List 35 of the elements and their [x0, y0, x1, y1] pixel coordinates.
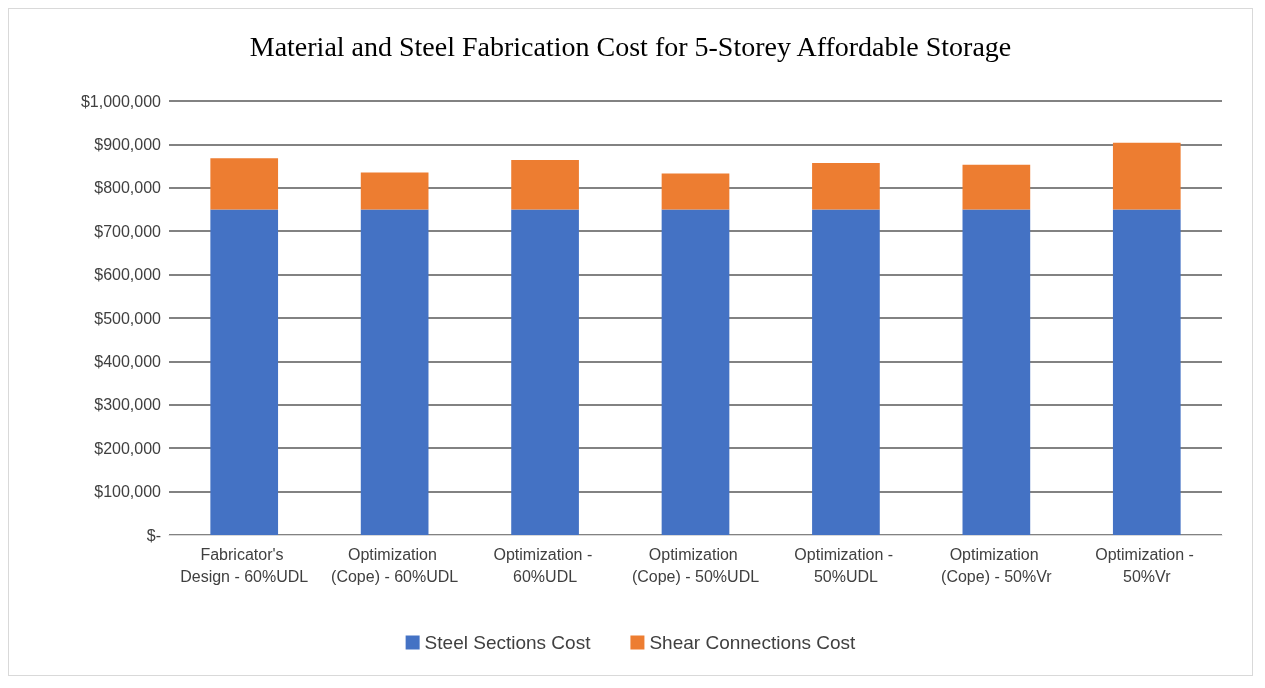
bar: [1112, 142, 1181, 210]
y-tick-label: $300,000: [94, 396, 162, 414]
x-tick-label: Optimization - 50%Vr: [1095, 545, 1199, 585]
x-tick-label: Optimization (Cope) - 50%UDL: [631, 545, 760, 585]
bar: [812, 163, 880, 210]
y-tick-label: $900,000: [94, 135, 162, 153]
y-tick-label: $700,000: [94, 222, 162, 240]
y-tick-label: $400,000: [94, 352, 162, 370]
legend-label: Steel Sections Cost: [424, 632, 592, 653]
bar: [661, 173, 730, 210]
bar: [962, 209, 1031, 535]
y-tick-label: $500,000: [94, 309, 162, 327]
bar: [210, 158, 279, 210]
y-tick-label: $-: [146, 526, 161, 544]
x-tick-label: Optimization (Cope) - 50%Vr: [941, 545, 1053, 585]
bar: [210, 209, 279, 535]
bar: [511, 160, 579, 210]
y-tick-label: $800,000: [94, 179, 162, 197]
y-tick-label: $200,000: [94, 439, 162, 457]
bar: [511, 209, 579, 535]
y-tick-label: $1,000,000: [80, 92, 162, 110]
y-tick-label: $600,000: [94, 266, 162, 284]
y-tick-label: $100,000: [94, 483, 162, 501]
x-tick-label: Optimization (Cope) - 60%UDL: [331, 545, 459, 585]
bar: [962, 164, 1031, 210]
x-tick-label: Optimization - 50%UDL: [794, 545, 898, 585]
bar: [661, 209, 730, 535]
bar: [1112, 209, 1181, 535]
legend-label: Shear Connections Cost: [649, 632, 857, 653]
bar: [812, 209, 880, 535]
bar: [360, 209, 429, 535]
x-tick-label: Fabricator's Design - 60%UDL: [180, 545, 309, 585]
bar: [360, 172, 429, 210]
x-tick-label: Optimization - 60%UDL: [493, 545, 597, 585]
chart-title: Material and Steel Fabrication Cost for 5-Storey Affordable Storage: [249, 30, 1012, 62]
